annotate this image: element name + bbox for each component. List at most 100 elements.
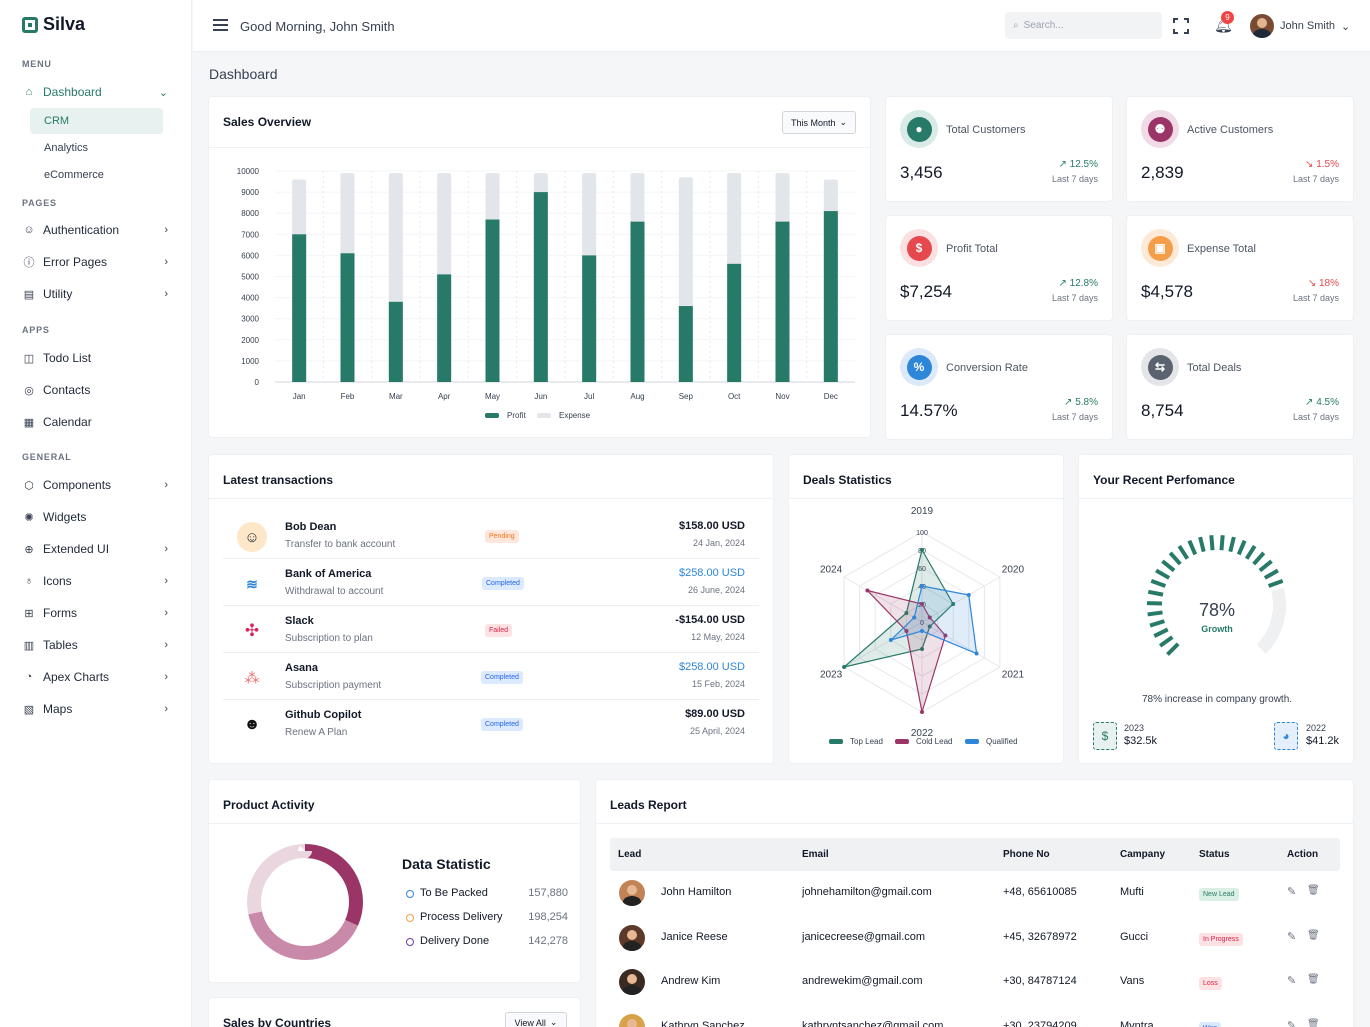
transaction-logo: ☺	[237, 522, 267, 552]
transaction-row[interactable]: ⁂ Asana Subscription payment Completed $…	[223, 653, 759, 700]
sidebar-subitem-crm[interactable]: CRM	[30, 108, 163, 134]
edit-icon[interactable]: ✎	[1287, 975, 1297, 987]
widgets-icon: ✺	[24, 511, 34, 524]
sidebar-item-components[interactable]: ⬡ Components ›	[22, 473, 172, 497]
stat-period: Last 7 days	[1292, 293, 1339, 303]
transaction-row[interactable]: ☻ Github Copilot Renew A Plan Completed …	[223, 700, 759, 747]
sidebar-item-extended-ui[interactable]: ⊕ Extended UI ›	[22, 537, 172, 561]
sidebar-item-dashboard[interactable]: ⌂ Dashboard ⌄	[22, 80, 172, 104]
radar-axis-label: 2020	[1002, 565, 1025, 576]
greeting: Good Morning, John Smith	[240, 19, 395, 34]
sidebar-item-label: Extended UI	[43, 542, 110, 556]
profit-bar	[485, 219, 500, 382]
sidebar-item-calendar[interactable]: ▦ Calendar	[22, 410, 172, 434]
sidebar-item-forms[interactable]: ⊞ Forms ›	[22, 601, 172, 625]
gauge-tick	[1228, 536, 1236, 553]
delete-icon[interactable]: 🗑︎	[1307, 1018, 1320, 1027]
sidebar-item-error-pages[interactable]: ⓘ Error Pages ›	[22, 250, 172, 274]
sidebar-item-maps[interactable]: ▧ Maps ›	[22, 697, 172, 721]
period-filter-button[interactable]: This Month ⌄	[782, 111, 856, 134]
stat-change: ↗ 5.8%	[1064, 397, 1098, 408]
gauge-tick	[1198, 536, 1206, 553]
sidebar-subitem-analytics[interactable]: Analytics	[44, 142, 89, 154]
transaction-logo: ✣	[237, 616, 267, 646]
menu-toggle-icon[interactable]	[213, 19, 228, 34]
notification-badge: 9	[1221, 11, 1234, 24]
y-tick-label: 2000	[241, 336, 259, 345]
pie-chart-icon: ◕	[1274, 722, 1298, 750]
edit-icon[interactable]: ✎	[1287, 886, 1297, 898]
radar-axis-label: 2022	[911, 728, 934, 739]
deals-radar-chart: 201920202021202220232024100806040200Top …	[820, 506, 1025, 746]
lead-name: Andrew Kim	[661, 975, 721, 987]
stat-card[interactable]: ▣ Expense Total $4,578 ↘ 18% Last 7 days	[1126, 215, 1354, 321]
user-menu[interactable]: John Smith ⌄	[1250, 14, 1350, 38]
delete-icon[interactable]: 🗑︎	[1307, 929, 1320, 941]
sidebar-item-todo-list[interactable]: ◫ Todo List	[22, 346, 172, 370]
form-icon: ⊞	[24, 607, 34, 620]
section-pages: PAGES	[22, 198, 57, 208]
stat-label: Profit Total	[946, 243, 998, 255]
radar-point	[920, 710, 924, 714]
sidebar-subitem-ecommerce[interactable]: eCommerce	[44, 169, 104, 181]
search-input[interactable]: ⌕ Search...	[1005, 12, 1162, 39]
card-title: Sales Overview	[223, 115, 312, 129]
legend-label: Cold Lead	[916, 737, 952, 746]
lead-company: Myntra	[1120, 1019, 1154, 1027]
edit-icon[interactable]: ✎	[1287, 1019, 1297, 1027]
sidebar-item-authentication[interactable]: ☺ Authentication ›	[22, 218, 172, 242]
sidebar-item-apex-charts[interactable]: ◔ Apex Charts ›	[22, 665, 172, 689]
radar-point	[943, 633, 948, 638]
delete-icon[interactable]: 🗑︎	[1307, 974, 1320, 985]
column-header: Phone No	[1003, 849, 1050, 860]
transaction-row[interactable]: ✣ Slack Subscription to plan Failed -$15…	[223, 606, 759, 653]
wallet-icon: ▣	[1147, 235, 1173, 261]
legend-swatch	[829, 739, 843, 744]
profit-bar	[727, 263, 742, 382]
lead-phone: +30, 84787124	[1003, 975, 1077, 987]
topbar: Good Morning, John Smith ⌕ Search... 🔔︎ …	[193, 0, 1370, 52]
stat-card[interactable]: ⇆ Total Deals 8,754 ↗ 4.5% Last 7 days	[1126, 334, 1354, 440]
fullscreen-icon[interactable]	[1173, 18, 1189, 34]
radar-point	[920, 647, 924, 651]
brand-logo[interactable]: Silva	[22, 14, 85, 35]
sidebar-item-widgets[interactable]: ✺ Widgets	[22, 505, 172, 529]
sidebar-item-tables[interactable]: ▥ Tables ›	[22, 633, 172, 657]
gauge-tick	[1149, 619, 1166, 628]
transaction-description: Renew A Plan	[285, 727, 348, 738]
transaction-amount: $158.00 USD	[678, 520, 745, 532]
status-badge: Completed	[481, 718, 523, 731]
edit-icon[interactable]: ✎	[1287, 930, 1297, 943]
sidebar-item-contacts[interactable]: ◎ Contacts	[22, 378, 172, 402]
transaction-logo: ≋	[237, 569, 267, 599]
y-tick-label: 3000	[241, 315, 259, 324]
lead-company: Vans	[1120, 975, 1145, 987]
sidebar-item-utility[interactable]: ▤ Utility ›	[22, 282, 172, 306]
chevron-right-icon: ›	[164, 288, 168, 300]
legend-label: To Be Packed	[420, 887, 488, 899]
card-title: Product Activity	[223, 798, 315, 812]
y-tick-label: 5000	[241, 273, 259, 282]
legend-swatch	[965, 739, 979, 744]
profit-bar	[582, 255, 597, 382]
donut-slice	[247, 844, 363, 960]
radar-tick-label: 100	[916, 530, 928, 537]
stat-value: $4,578	[1141, 282, 1193, 301]
stat-card[interactable]: % Conversion Rate 14.57% ↗ 5.8% Last 7 d…	[885, 334, 1113, 440]
sidebar-item-label: Tables	[43, 638, 78, 652]
table-row[interactable]: Kathryn Sanchez kathryntsanchez@gmail.co…	[610, 1005, 1340, 1027]
stat-card[interactable]: ● Total Customers 3,456 ↗ 12.5% Last 7 d…	[885, 96, 1113, 202]
trend-up-icon: ↗	[1305, 397, 1314, 408]
table-row[interactable]: Janice Reese janicecreese@gmail.com +45,…	[610, 916, 1340, 960]
table-row[interactable]: John Hamilton johnehamilton@gmail.com +4…	[610, 871, 1340, 915]
view-all-button[interactable]: View All ⌄	[505, 1012, 567, 1027]
delete-icon[interactable]: 🗑︎	[1307, 885, 1320, 896]
stat-icon-ring: ⚉	[1141, 110, 1179, 148]
transaction-row[interactable]: ☺ Bob Dean Transfer to bank account Pend…	[223, 512, 759, 559]
table-row[interactable]: Andrew Kim andrewekim@gmail.com +30, 847…	[610, 960, 1340, 1004]
stat-card[interactable]: ⚉ Active Customers 2,839 ↘ 1.5% Last 7 d…	[1126, 96, 1354, 202]
sidebar-item-label: Todo List	[43, 351, 92, 365]
stat-card[interactable]: $ Profit Total $7,254 ↗ 12.8% Last 7 day…	[885, 215, 1113, 321]
transaction-row[interactable]: ≋ Bank of America Withdrawal to account …	[223, 559, 759, 606]
sidebar-item-icons[interactable]: ♁ Icons ›	[22, 569, 172, 593]
